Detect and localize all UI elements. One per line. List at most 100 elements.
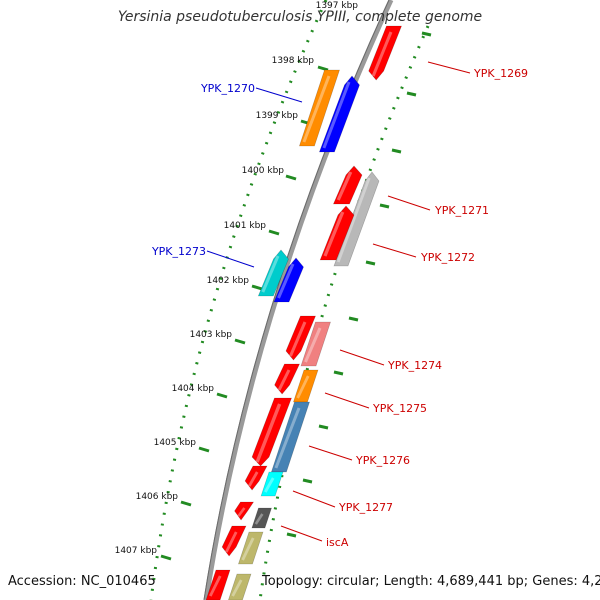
- gene-label-ypk-1269[interactable]: YPK_1269: [473, 67, 528, 80]
- gene-ypk-1272-shine: [323, 211, 345, 257]
- scale-tick: [379, 203, 390, 209]
- gene-red-1406a-shine: [248, 471, 259, 487]
- gene-isca-body: [238, 531, 264, 565]
- gene-red-1405-body: [251, 397, 292, 467]
- scale-label-1397: 1397 kbp: [316, 1, 359, 11]
- gene-ypk-1276-shine: [274, 407, 301, 469]
- gene-ypk-1274[interactable]: [300, 321, 331, 367]
- gene-red-1405[interactable]: [251, 397, 292, 467]
- gene-red-1406a[interactable]: [244, 465, 268, 491]
- gene-khaki-2-shine: [231, 579, 243, 597]
- gene-red-1404[interactable]: [274, 363, 300, 395]
- gene-grey-small-body: [251, 507, 272, 529]
- gene-ypk-1277-shine: [264, 477, 275, 493]
- scale-tick: [302, 478, 313, 484]
- gene-label-ypk-1275[interactable]: YPK_1275: [372, 402, 427, 415]
- gene-red-1407a-shine: [225, 531, 238, 553]
- gene-grey-small[interactable]: [251, 507, 272, 529]
- gene-red-1407a-body: [221, 525, 247, 557]
- gene-ypk-1273-strand[interactable]: [273, 257, 304, 303]
- scale-tick: [391, 148, 402, 154]
- scale-tick: [216, 392, 228, 399]
- leader-line: [255, 87, 303, 103]
- gene-red-1407b-shine: [209, 575, 222, 597]
- gene-ypk-1272[interactable]: [319, 205, 355, 261]
- gene-khaki-2-body: [228, 573, 252, 600]
- leader-line: [372, 243, 417, 258]
- inner-tick-track: [149, 0, 328, 600]
- gene-ypk-1270-body: [299, 69, 340, 147]
- gene-ypk-1277-body: [260, 471, 284, 497]
- gene-ypk-1273[interactable]: [257, 249, 289, 297]
- gene-ypk-1270[interactable]: [299, 69, 340, 147]
- gene-red-1403[interactable]: [285, 315, 316, 361]
- gene-grey-small-shine: [254, 513, 264, 525]
- scale-label-1404: 1404 kbp: [172, 384, 215, 394]
- scale-tick: [318, 424, 329, 430]
- gene-ypk-1274-body: [300, 321, 331, 367]
- leader-line: [308, 445, 353, 461]
- scale-tick: [234, 338, 246, 345]
- gene-ypk-1275-shine: [296, 375, 310, 399]
- leader-line: [427, 61, 471, 74]
- scale-tick: [160, 554, 172, 561]
- gene-ypk-1271-shine: [336, 171, 353, 201]
- gene-ypk-1276-body: [270, 401, 310, 473]
- gene-red-1403-body: [285, 315, 316, 361]
- scale-tick: [286, 532, 297, 538]
- gene-ypk-1277[interactable]: [260, 471, 284, 497]
- gene-ypk-1270-strand-shine: [322, 81, 351, 149]
- gene-label-ypk-1270[interactable]: YPK_1270: [200, 82, 255, 95]
- leader-line: [206, 250, 255, 268]
- gene-red-1407a[interactable]: [221, 525, 247, 557]
- gene-red-1405-shine: [255, 403, 282, 463]
- gene-red-1404-body: [274, 363, 300, 395]
- leader-line: [280, 525, 323, 542]
- gene-ypk-1271-body: [333, 165, 363, 205]
- gene-ypk-1270-shine: [302, 75, 331, 143]
- leader-line: [387, 195, 431, 211]
- gene-red-1407b-body: [205, 569, 231, 600]
- map-title: Yersinia pseudotuberculosis YPIII, compl…: [117, 9, 483, 25]
- scale-tick: [198, 446, 210, 453]
- gene-red-1406b-shine: [237, 507, 246, 517]
- gene-ypk-1271-grey-shine: [336, 177, 371, 263]
- scale-label-1403: 1403 kbp: [190, 330, 233, 340]
- leader-line: [324, 392, 370, 409]
- scale-label-1405: 1405 kbp: [154, 438, 197, 448]
- gene-label-ypk-1273[interactable]: YPK_1273: [151, 245, 206, 258]
- gene-ypk-1273-shine: [261, 255, 280, 293]
- gene-label-ypk-1274[interactable]: YPK_1274: [387, 359, 442, 372]
- gene-label-isca[interactable]: iscA: [326, 536, 349, 549]
- scale-label-1402: 1402 kbp: [207, 276, 250, 286]
- gene-label-ypk-1276[interactable]: YPK_1276: [355, 454, 410, 467]
- label-leader-lines: [206, 61, 471, 542]
- scale-tick: [406, 91, 417, 97]
- gene-ypk-1269[interactable]: [368, 25, 402, 81]
- scale-tick: [251, 284, 263, 291]
- gene-red-1406b[interactable]: [234, 501, 255, 521]
- gene-khaki-2[interactable]: [228, 573, 252, 600]
- gene-ypk-1270-strand[interactable]: [318, 75, 360, 153]
- accession-label: Accession: NC_010465: [8, 574, 156, 589]
- gene-label-ypk-1272[interactable]: YPK_1272: [420, 251, 475, 264]
- gene-label-ypk-1277[interactable]: YPK_1277: [338, 501, 393, 514]
- gene-red-1407b[interactable]: [205, 569, 231, 600]
- leader-line: [339, 349, 385, 366]
- scale-tick: [285, 174, 297, 181]
- gene-isca-shine: [241, 537, 255, 561]
- gene-ypk-1271[interactable]: [333, 165, 363, 205]
- gene-isca[interactable]: [238, 531, 264, 565]
- scale-label-1407: 1407 kbp: [115, 546, 158, 556]
- gene-red-1406b-body: [234, 501, 255, 521]
- scale-tick: [421, 31, 432, 37]
- scale-tick: [268, 229, 280, 236]
- gene-ypk-1275[interactable]: [293, 369, 319, 403]
- gene-label-ypk-1271[interactable]: YPK_1271: [434, 204, 489, 217]
- gene-ypk-1276[interactable]: [270, 401, 310, 473]
- gene-ypk-1273-strand-body: [273, 257, 304, 303]
- scale-label-1406: 1406 kbp: [136, 492, 179, 502]
- scale-label-1400: 1400 kbp: [242, 166, 285, 176]
- scale-label-1398: 1398 kbp: [272, 56, 315, 66]
